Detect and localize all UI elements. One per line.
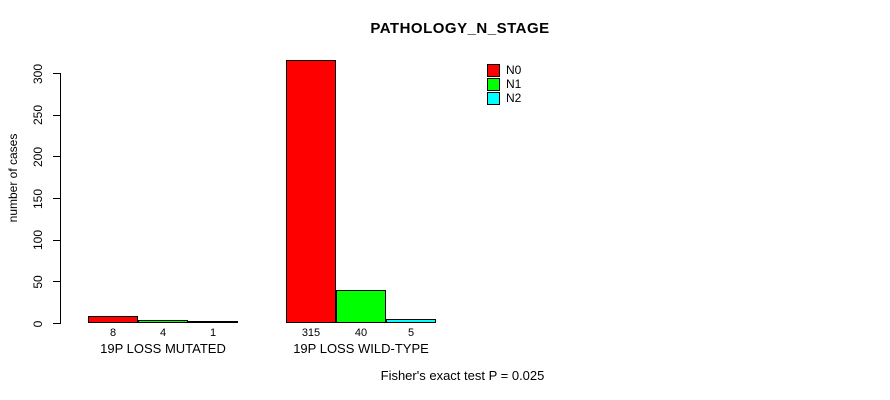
footer-annotation: Fisher's exact test P = 0.025: [380, 368, 545, 383]
bar-value-label: 8: [109, 327, 117, 339]
y-axis-line: [60, 73, 61, 324]
legend-label: N0: [506, 63, 522, 77]
bar-n1-group1: [138, 320, 188, 323]
bar-n0-group2: [286, 60, 336, 323]
y-axis-tick-label: 50: [31, 275, 45, 289]
legend-label: N1: [506, 77, 522, 91]
y-axis-tick: [53, 198, 60, 199]
y-axis-tick: [53, 239, 60, 241]
legend: N0 N1 N2: [487, 64, 521, 105]
chart-title: PATHOLOGY_N_STAGE: [370, 20, 550, 37]
legend-item-n0: N0: [487, 64, 521, 77]
bar-value-label: 5: [407, 327, 415, 339]
y-axis-tick-label: 150: [31, 188, 45, 209]
bar-n0-group1: [88, 316, 138, 323]
y-axis-tick-label: 100: [31, 230, 45, 251]
y-axis-tick-label: 300: [31, 63, 45, 84]
y-axis-tick-label: 200: [31, 146, 45, 167]
legend-swatch-n1: [487, 78, 500, 91]
y-axis-tick-label: 0: [31, 320, 45, 327]
bar-value-label: 40: [354, 327, 368, 339]
legend-swatch-n2: [487, 92, 500, 105]
legend-item-n1: N1: [487, 78, 521, 91]
y-axis-tick: [53, 73, 60, 74]
bar-value-label: 4: [159, 327, 167, 339]
bar-n1-group2: [336, 290, 386, 323]
y-axis-tick: [53, 156, 60, 158]
legend-label: N2: [506, 91, 522, 105]
bar-value-label: 1: [209, 327, 217, 339]
bar-value-label: 315: [301, 327, 321, 339]
bar-n2-group2: [386, 319, 436, 323]
y-axis-tick-label: 250: [31, 105, 45, 126]
bar-n2-group1: [188, 321, 238, 323]
category-label: 19P LOSS MUTATED: [100, 341, 226, 356]
y-axis-label: number of cases: [6, 133, 20, 223]
y-axis-tick: [53, 323, 60, 324]
category-label: 19P LOSS WILD-TYPE: [293, 341, 429, 356]
legend-item-n2: N2: [487, 92, 521, 105]
legend-swatch-n0: [487, 64, 500, 77]
y-axis-tick: [53, 281, 60, 283]
y-axis-tick: [53, 114, 60, 116]
